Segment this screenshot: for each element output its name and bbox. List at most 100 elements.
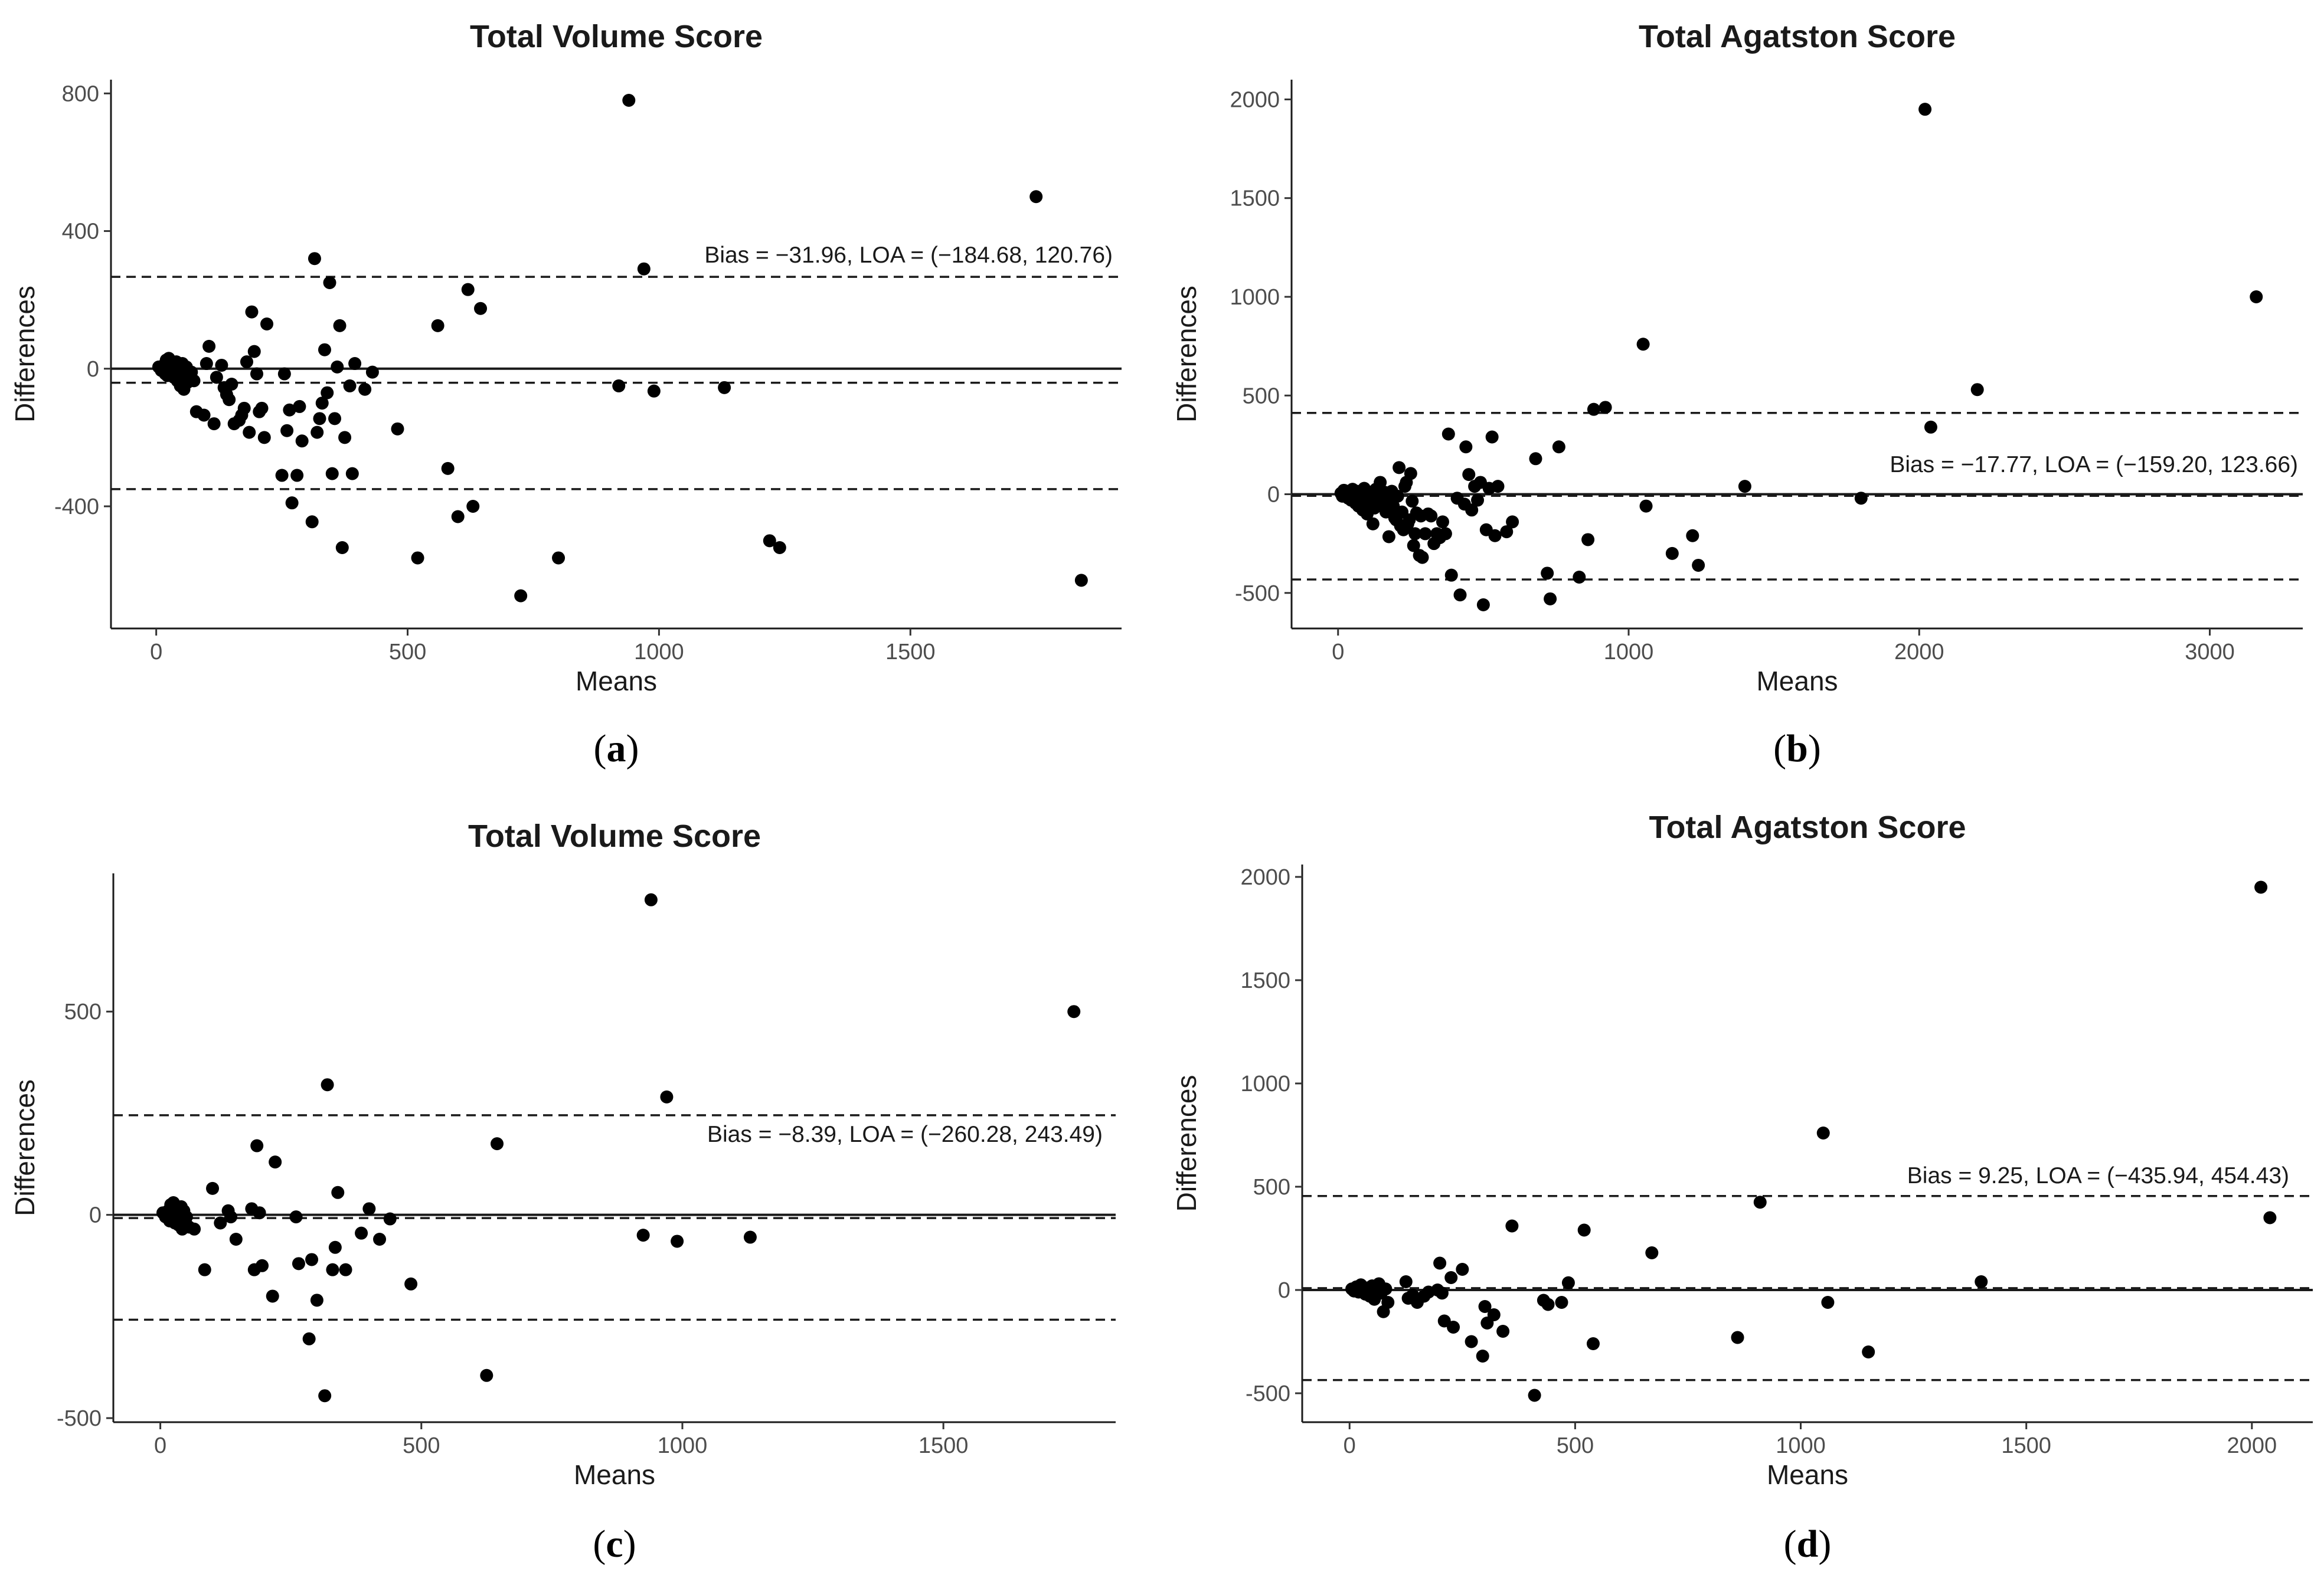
data-point	[2254, 880, 2268, 894]
data-point	[718, 381, 731, 394]
chart-svg-d: Total Agatston Score 0 500 1000 1500 2000 -500…	[1171, 810, 2313, 1566]
data-point	[1478, 1300, 1492, 1313]
data-point	[310, 1294, 323, 1307]
data-point	[743, 1230, 757, 1244]
chart-svg-b: Total Agatston Score 0 1000 2000 3000 -500 0 50…	[1171, 19, 2303, 770]
y-tick-label: 1000	[1230, 285, 1280, 310]
bias-loa-annotation: Bias = −8.39, LOA = (−260.28, 243.49)	[707, 1122, 1103, 1147]
data-point	[1541, 1298, 1555, 1311]
data-point	[326, 1263, 339, 1276]
data-point	[308, 252, 321, 266]
panel-letter: c	[606, 1522, 623, 1566]
y-tick-label: 0	[1278, 1278, 1290, 1303]
data-point	[1408, 527, 1422, 541]
data-point	[250, 1139, 264, 1152]
data-point	[315, 397, 329, 410]
data-point	[1636, 338, 1650, 351]
data-point	[1029, 190, 1043, 204]
data-point	[1665, 546, 1679, 560]
data-point	[391, 422, 404, 436]
data-point	[1399, 1275, 1413, 1288]
data-point	[1074, 574, 1088, 587]
data-point	[1465, 503, 1479, 517]
data-point	[480, 1368, 493, 1382]
data-point	[1433, 1256, 1447, 1270]
data-point	[1374, 476, 1387, 489]
data-point	[1581, 533, 1595, 546]
data-point	[335, 541, 349, 554]
data-point	[671, 1235, 684, 1248]
data-point	[1447, 1321, 1460, 1334]
data-point	[338, 431, 352, 444]
data-point	[622, 93, 636, 107]
data-point	[333, 319, 347, 332]
data-point	[355, 1226, 368, 1240]
data-point	[1439, 527, 1452, 541]
x-tick-label: 3000	[2185, 640, 2235, 664]
x-axis-label: Means	[1767, 1459, 1848, 1490]
data-point	[1444, 568, 1458, 582]
data-point	[1821, 1296, 1835, 1309]
data-point	[644, 893, 658, 906]
data-point	[474, 302, 488, 315]
y-tick-label: 500	[1243, 384, 1280, 408]
y-axis-label: Differences	[9, 286, 40, 423]
panel-letter: a	[607, 727, 626, 770]
chart-title: Total Agatston Score	[1639, 19, 1956, 54]
data-point	[179, 1210, 193, 1224]
data-point	[243, 425, 256, 439]
data-point	[1506, 515, 1519, 529]
data-point	[1418, 527, 1432, 541]
data-point	[1444, 1271, 1458, 1284]
data-point	[275, 469, 289, 482]
data-point	[293, 400, 306, 413]
data-point	[266, 1289, 279, 1303]
data-point	[318, 343, 331, 356]
chart-svg-c: Total Volume Score 0 500 1000 1500 -500 0 500 Me…	[9, 818, 1116, 1566]
data-point	[1586, 1337, 1600, 1350]
bias-loa-annotation: Bias = −31.96, LOA = (−184.68, 120.76)	[704, 243, 1113, 268]
data-point	[305, 1253, 319, 1266]
data-point	[343, 379, 357, 392]
y-tick-label: 0	[1267, 483, 1280, 507]
data-point	[365, 365, 379, 379]
data-point	[552, 551, 566, 565]
data-point	[229, 1233, 243, 1246]
chart-panel-c: Total Volume Score 0 500 1000 1500 -500 0 500 Me…	[0, 794, 1162, 1588]
data-point	[466, 500, 480, 513]
x-tick-label: 2000	[2227, 1433, 2277, 1458]
x-tick-label: 1000	[634, 640, 684, 664]
x-tick-label: 0	[150, 640, 162, 664]
chart-title: Total Agatston Score	[1649, 810, 1966, 845]
data-point	[345, 467, 359, 480]
x-axis-label: Means	[574, 1459, 655, 1490]
data-point	[1416, 551, 1429, 564]
data-point	[1816, 1127, 1830, 1140]
data-point	[285, 496, 299, 510]
data-point	[1544, 592, 1557, 605]
data-point	[245, 305, 259, 319]
data-point	[253, 1206, 266, 1220]
data-point	[1975, 1275, 1988, 1288]
data-point	[290, 469, 304, 482]
data-point	[1485, 430, 1499, 444]
data-point	[240, 355, 253, 369]
data-point	[1404, 467, 1417, 480]
data-point	[411, 551, 424, 565]
data-point	[255, 401, 269, 415]
data-point	[1573, 571, 1586, 584]
data-point	[1476, 1350, 1489, 1363]
data-point	[313, 412, 326, 425]
data-point	[200, 357, 213, 371]
data-point	[295, 434, 309, 448]
data-point	[1924, 420, 1937, 434]
data-point	[207, 417, 221, 431]
data-point	[202, 339, 216, 353]
data-point	[237, 401, 251, 415]
data-point	[1862, 1345, 1875, 1358]
data-point	[1505, 1219, 1519, 1233]
data-point	[250, 367, 264, 381]
data-point	[358, 382, 372, 396]
data-point	[1528, 1389, 1541, 1402]
data-point	[1561, 1276, 1575, 1289]
